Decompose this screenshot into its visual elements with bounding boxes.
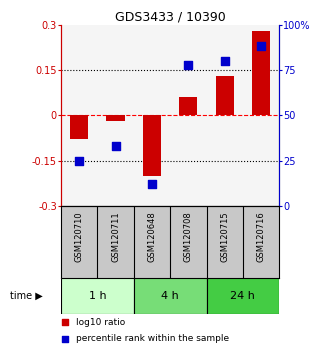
Bar <box>134 278 206 314</box>
Bar <box>206 278 279 314</box>
Bar <box>252 31 270 115</box>
Text: 1 h: 1 h <box>89 291 106 301</box>
Bar <box>216 76 234 115</box>
Bar <box>107 115 125 121</box>
Text: GSM120648: GSM120648 <box>147 212 156 262</box>
Point <box>258 44 264 49</box>
Point <box>149 181 154 187</box>
Text: 24 h: 24 h <box>230 291 255 301</box>
Text: time ▶: time ▶ <box>10 291 43 301</box>
Point <box>77 158 82 163</box>
Bar <box>70 115 88 139</box>
Point <box>113 143 118 149</box>
Point <box>63 336 68 342</box>
Point <box>63 320 68 325</box>
Point <box>222 58 227 64</box>
Text: percentile rank within the sample: percentile rank within the sample <box>76 334 230 343</box>
Bar <box>143 115 161 176</box>
Text: GSM120716: GSM120716 <box>256 212 265 262</box>
Text: 4 h: 4 h <box>161 291 179 301</box>
Bar <box>179 97 197 115</box>
Bar <box>61 278 134 314</box>
Text: GSM120711: GSM120711 <box>111 212 120 262</box>
Point <box>186 62 191 67</box>
Text: GSM120708: GSM120708 <box>184 212 193 262</box>
Text: GSM120715: GSM120715 <box>220 212 229 262</box>
Title: GDS3433 / 10390: GDS3433 / 10390 <box>115 11 226 24</box>
Text: GSM120710: GSM120710 <box>75 212 84 262</box>
Text: log10 ratio: log10 ratio <box>76 318 126 327</box>
